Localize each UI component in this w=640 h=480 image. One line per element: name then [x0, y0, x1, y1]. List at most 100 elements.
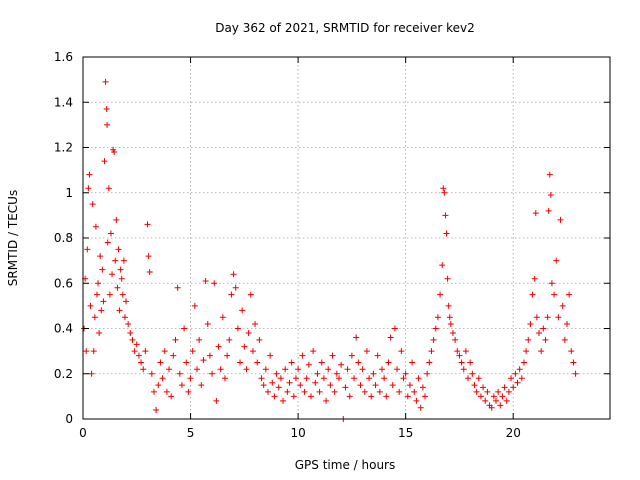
x-tick-label: 0: [79, 426, 87, 440]
data-point: [469, 370, 476, 377]
data-point: [176, 370, 183, 377]
x-axis-label: GPS time / hours: [295, 458, 396, 472]
data-point: [269, 379, 276, 386]
data-point: [516, 366, 523, 373]
data-point: [505, 388, 512, 395]
data-point: [413, 397, 420, 404]
data-point: [359, 366, 366, 373]
x-tick-label: 10: [290, 426, 305, 440]
data-point: [245, 330, 252, 337]
data-point: [344, 366, 351, 373]
data-point: [284, 388, 291, 395]
data-point: [84, 246, 91, 253]
data-points: [81, 78, 579, 422]
data-point: [277, 375, 284, 382]
y-tick-label: 1.4: [54, 95, 73, 109]
data-point: [437, 291, 444, 298]
data-point: [445, 302, 452, 309]
data-point: [514, 379, 521, 386]
data-point: [442, 212, 449, 219]
data-point: [90, 348, 97, 355]
data-point: [107, 230, 114, 237]
y-tick-label: 1: [65, 186, 73, 200]
data-point: [312, 379, 319, 386]
data-point: [185, 388, 192, 395]
data-point: [542, 336, 549, 343]
y-tick-label: 0.4: [54, 322, 73, 336]
data-point: [378, 366, 385, 373]
data-point: [462, 348, 469, 355]
data-point: [127, 330, 134, 337]
data-point: [97, 253, 104, 260]
data-point: [153, 406, 160, 413]
data-point: [314, 370, 321, 377]
data-point: [308, 393, 315, 400]
data-point: [333, 370, 340, 377]
data-point: [385, 359, 392, 366]
data-point: [243, 366, 250, 373]
data-point: [89, 201, 96, 208]
data-point: [271, 393, 278, 400]
axis-ticks: 0 5 10 15 20 0 0.2 0.4 0.6 0.8 1 1.2 1.4 1.6: [54, 50, 610, 440]
data-point: [475, 375, 482, 382]
data-point: [555, 314, 562, 321]
data-point: [368, 393, 375, 400]
data-point: [166, 366, 173, 373]
data-point: [93, 291, 100, 298]
data-point: [568, 348, 575, 355]
data-point: [299, 352, 306, 359]
data-point: [499, 393, 506, 400]
data-point: [331, 388, 338, 395]
data-point: [376, 388, 383, 395]
data-point: [140, 366, 147, 373]
data-point: [290, 393, 297, 400]
data-point: [488, 404, 495, 411]
data-point: [538, 348, 545, 355]
data-point: [561, 336, 568, 343]
data-point: [115, 246, 122, 253]
data-point: [460, 366, 467, 373]
y-axis-label: SRMTID / TECUs: [6, 190, 20, 286]
data-point: [148, 370, 155, 377]
y-tick-label: 1.6: [54, 50, 73, 64]
data-point: [510, 384, 517, 391]
data-point: [540, 325, 547, 332]
data-point: [146, 268, 153, 275]
data-point: [531, 275, 538, 282]
data-point: [288, 359, 295, 366]
data-point: [323, 397, 330, 404]
data-point: [118, 275, 125, 282]
data-point: [335, 375, 342, 382]
data-point: [104, 121, 111, 128]
data-point: [280, 397, 287, 404]
data-point: [454, 348, 461, 355]
data-point: [484, 388, 491, 395]
y-tick-label: 0.6: [54, 276, 73, 290]
data-point: [495, 388, 502, 395]
data-point: [168, 393, 175, 400]
data-point: [370, 370, 377, 377]
data-point: [548, 280, 555, 287]
data-point: [138, 359, 145, 366]
data-point: [432, 325, 439, 332]
data-point: [87, 302, 94, 309]
data-point: [400, 375, 407, 382]
data-point: [301, 388, 308, 395]
data-point: [215, 343, 222, 350]
data-point: [318, 359, 325, 366]
data-point: [394, 366, 401, 373]
x-tick-label: 15: [398, 426, 413, 440]
data-point: [260, 382, 267, 389]
data-point: [411, 388, 418, 395]
data-point: [346, 393, 353, 400]
data-point: [117, 266, 124, 273]
data-point: [174, 284, 181, 291]
data-point: [155, 382, 162, 389]
data-point: [508, 375, 515, 382]
data-point: [211, 280, 218, 287]
data-point: [163, 388, 170, 395]
data-point: [467, 359, 474, 366]
data-point: [381, 375, 388, 382]
data-point: [267, 352, 274, 359]
data-point: [572, 370, 579, 377]
